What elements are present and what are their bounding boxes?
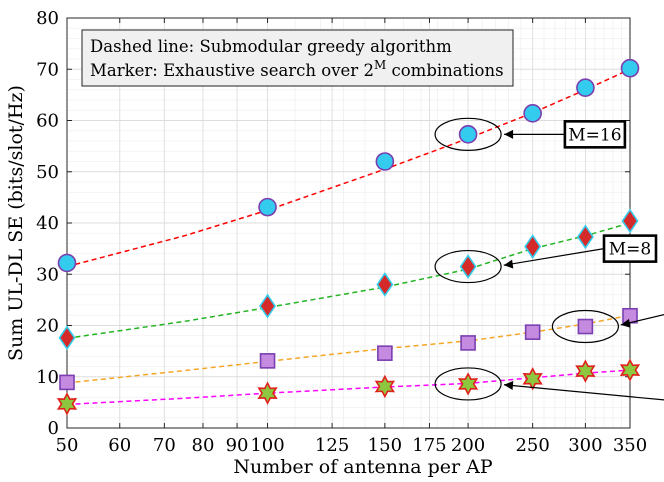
callout-label: M=8 — [609, 240, 651, 260]
y-tick-label: 40 — [36, 213, 59, 234]
series-line-M=4 — [66, 314, 631, 384]
axes: 50 60 70 80 90 100 125 150 175 200 250 300 350 0 10 20 3… — [36, 8, 647, 456]
callout-arrowhead — [503, 259, 514, 269]
M=2-marker — [457, 372, 479, 396]
x-tick-label: 175 — [412, 435, 446, 456]
M=8-marker — [259, 293, 277, 319]
M=2-marker — [575, 359, 596, 383]
M=8-marker — [576, 224, 594, 250]
M=16-marker — [375, 152, 395, 171]
M=4-marker — [577, 318, 594, 335]
M=8-marker — [621, 208, 639, 234]
series-M=8 — [58, 208, 639, 351]
x-tick-label: 125 — [315, 435, 349, 456]
series-M=4 — [59, 307, 638, 391]
y-tick-label: 80 — [36, 8, 59, 29]
x-tick-label: 70 — [153, 435, 176, 456]
x-tick-label: 350 — [613, 435, 647, 456]
series-layer — [56, 58, 641, 416]
M=2-marker — [619, 358, 641, 382]
M=2-marker — [374, 374, 396, 399]
series-line-M=8 — [66, 222, 631, 340]
y-tick-label: 50 — [36, 162, 59, 183]
y-tick-label: 0 — [48, 418, 59, 439]
legend-line-2: Marker: Exhaustive search over 2M combin… — [90, 58, 504, 80]
x-tick-label: 50 — [56, 435, 79, 456]
M=8-marker — [376, 272, 394, 297]
x-tick-label: 60 — [108, 435, 131, 456]
x-axis-title: Number of antenna per AP — [233, 456, 492, 478]
y-axis-title: Sum UL-DL SE (bits/slot/Hz) — [5, 85, 27, 361]
callout-arrowhead — [503, 381, 514, 391]
y-tick-label: 20 — [36, 316, 59, 337]
callouts: M=16 M=8 M=4 M=2 — [434, 117, 664, 401]
y-tick-label: 10 — [36, 367, 59, 388]
callout-box — [602, 234, 658, 263]
x-tick-label: 80 — [192, 435, 215, 456]
series-line-M=2 — [66, 369, 631, 406]
x-tick-label: 150 — [368, 435, 402, 456]
callout-M=16: M=16 — [434, 117, 627, 151]
M=2-marker — [522, 367, 543, 391]
callout-ellipse — [551, 309, 620, 344]
y-tick-label: 30 — [36, 264, 59, 285]
series-line-M=16 — [66, 68, 631, 268]
M=4-marker — [622, 307, 638, 324]
M=16-marker — [523, 104, 542, 123]
callout-box — [563, 120, 627, 149]
x-tick-label: 100 — [250, 435, 284, 456]
callout-arrowhead — [620, 318, 631, 328]
M=8-marker — [459, 254, 477, 279]
legend-line-1: Dashed line: Submodular greedy algorithm — [90, 37, 452, 56]
callout-M=8: M=8 — [434, 234, 658, 284]
M=16-marker — [57, 253, 77, 273]
M=16-marker — [458, 125, 478, 144]
callout-arrow-line — [503, 248, 605, 266]
M=8-marker — [58, 325, 76, 351]
M=2-marker — [56, 392, 78, 416]
M=4-marker — [59, 374, 75, 391]
legend-line-2-suffix: combinations — [386, 61, 503, 80]
callout-arrow-line — [620, 313, 664, 326]
M=4-marker — [524, 324, 541, 340]
legend-box-frame — [81, 29, 514, 87]
callout-ellipse — [434, 117, 502, 151]
series-M=2 — [56, 358, 641, 416]
callout-arrowhead — [504, 129, 514, 139]
x-tick-label: 300 — [568, 435, 602, 456]
callout-arrow-line — [503, 384, 664, 401]
legend-box: Dashed line: Submodular greedy algorithm… — [81, 29, 514, 87]
series-M=16 — [57, 58, 640, 273]
y-tick-label: 60 — [36, 111, 59, 132]
legend-line-2-superscript: M — [374, 58, 386, 72]
callout-M=4: M=4 — [551, 309, 664, 344]
x-tick-label: 200 — [451, 435, 485, 456]
M=4-marker — [259, 353, 276, 369]
M=2-marker — [257, 381, 278, 405]
x-tick-label: 250 — [515, 435, 549, 456]
callout-M=2: M=2 — [434, 367, 664, 401]
M=4-marker — [460, 335, 476, 351]
legend-line-2-prefix: Marker: Exhaustive search over 2 — [90, 61, 374, 80]
callout-label: M=16 — [568, 125, 621, 145]
M=16-marker — [258, 197, 277, 217]
M=16-marker — [576, 78, 595, 97]
y-tick-label: 70 — [36, 59, 59, 80]
callout-ellipse — [434, 249, 502, 284]
M=16-marker — [620, 58, 640, 78]
callout-ellipse — [434, 367, 502, 401]
x-tick-label: 90 — [226, 435, 249, 456]
M=8-marker — [524, 234, 542, 259]
M=4-marker — [377, 345, 393, 361]
